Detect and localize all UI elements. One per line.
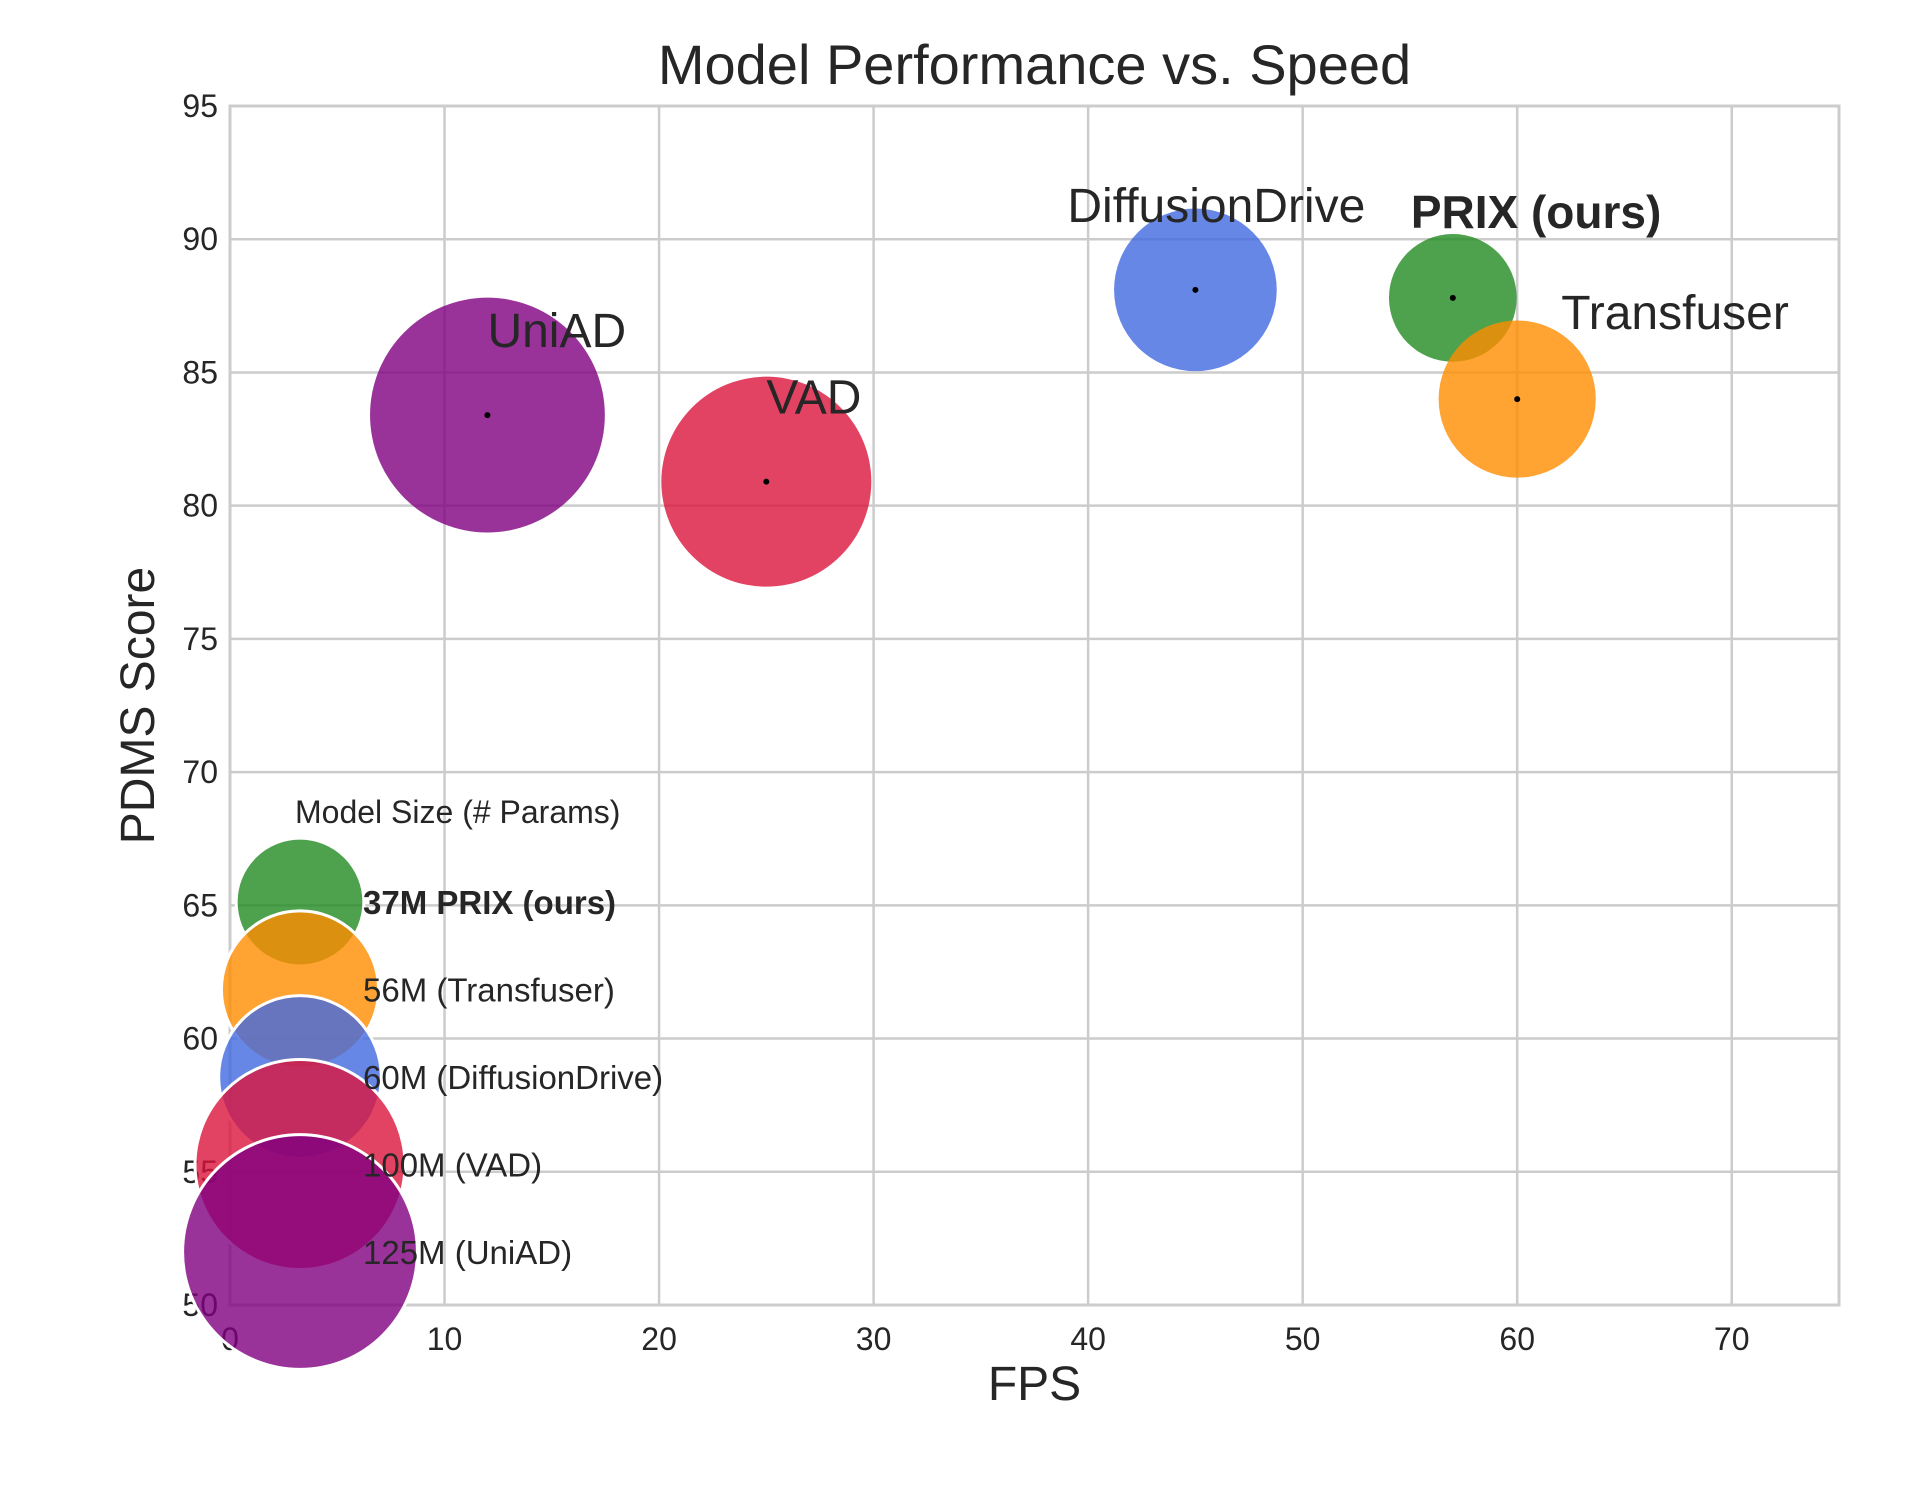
point-labels: UniAD VAD DiffusionDrive PRIX (ours) Transfu…	[487, 180, 1788, 425]
center-dot-transfuser	[1514, 396, 1521, 403]
y-tick-label: 70	[182, 754, 218, 790]
tick-labels: 01020304050607050556065707580859095	[182, 88, 1749, 1357]
legend-entry-label: 37M PRIX (ours)	[363, 884, 616, 921]
center-dot-vad	[763, 478, 770, 485]
y-tick-label: 75	[182, 621, 218, 657]
center-dot-diffusiondrive	[1192, 286, 1199, 293]
x-tick-label: 10	[427, 1321, 463, 1357]
legend-entry-label: 125M (UniAD)	[363, 1234, 572, 1271]
grid	[228, 104, 1839, 1307]
y-tick-label: 60	[182, 1021, 218, 1057]
legend: Model Size (# Params) 37M PRIX (ours) 56M …	[181, 794, 663, 1371]
y-tick-label: 65	[182, 887, 218, 923]
point-label-diffusiondrive: DiffusionDrive	[1067, 180, 1365, 233]
point-label-uniad: UniAD	[487, 305, 626, 358]
y-tick-label: 80	[182, 488, 218, 524]
legend-entry-label: 56M (Transfuser)	[363, 972, 615, 1009]
x-tick-label: 30	[856, 1321, 892, 1357]
x-tick-label: 60	[1499, 1321, 1535, 1357]
plot-frame	[228, 104, 1841, 1307]
x-tick-label: 40	[1070, 1321, 1106, 1357]
y-axis-label: PDMS Score	[112, 567, 165, 844]
chart-title: Model Performance vs. Speed	[658, 33, 1411, 96]
bubbles	[370, 208, 1596, 587]
legend-marker	[181, 1133, 419, 1371]
legend-title: Model Size (# Params)	[295, 794, 620, 830]
point-label-vad: VAD	[766, 372, 861, 425]
x-tick-label: 50	[1285, 1321, 1321, 1357]
x-tick-label: 20	[641, 1321, 677, 1357]
legend-entry-label: 60M (DiffusionDrive)	[363, 1059, 663, 1096]
legend-entry-label: 100M (VAD)	[363, 1147, 542, 1184]
point-label-prix-ours: PRIX (ours)	[1411, 186, 1661, 238]
center-dot-prix-ours	[1449, 294, 1456, 301]
y-tick-label: 90	[182, 221, 218, 257]
y-tick-label: 85	[182, 354, 218, 390]
point-label-transfuser: Transfuser	[1561, 287, 1789, 340]
x-axis-label: FPS	[988, 1358, 1081, 1411]
x-tick-label: 70	[1714, 1321, 1750, 1357]
center-dot-uniad	[484, 412, 491, 419]
y-tick-label: 95	[182, 88, 218, 124]
